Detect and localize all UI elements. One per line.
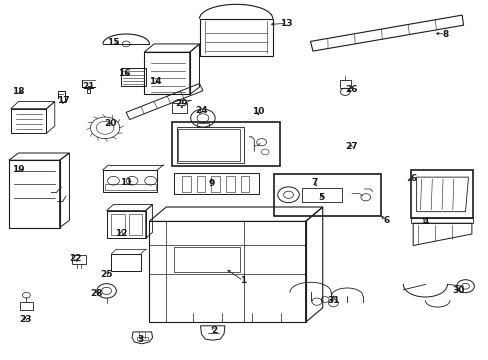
Text: 19: 19 bbox=[12, 165, 25, 174]
Text: 18: 18 bbox=[12, 87, 25, 96]
Text: 12: 12 bbox=[115, 230, 127, 239]
Text: 1: 1 bbox=[240, 276, 246, 285]
Text: 17: 17 bbox=[57, 95, 70, 104]
Text: 5: 5 bbox=[318, 193, 324, 202]
Text: 6: 6 bbox=[409, 174, 415, 183]
Text: 24: 24 bbox=[195, 107, 207, 115]
Text: 25: 25 bbox=[100, 270, 113, 279]
Text: 26: 26 bbox=[344, 85, 357, 94]
Text: 7: 7 bbox=[310, 178, 317, 187]
Text: 4: 4 bbox=[421, 217, 428, 226]
Text: 3: 3 bbox=[138, 335, 143, 343]
Text: 28: 28 bbox=[90, 289, 103, 298]
Text: 2: 2 bbox=[211, 326, 217, 335]
Text: 6: 6 bbox=[383, 216, 388, 225]
Text: 30: 30 bbox=[451, 287, 464, 295]
Text: 31: 31 bbox=[326, 296, 339, 305]
Text: 15: 15 bbox=[107, 38, 120, 47]
Text: 29: 29 bbox=[175, 99, 188, 108]
Text: 8: 8 bbox=[442, 30, 448, 39]
Text: 27: 27 bbox=[344, 143, 357, 152]
Text: 13: 13 bbox=[279, 19, 292, 28]
Text: 23: 23 bbox=[19, 315, 32, 324]
Text: 21: 21 bbox=[82, 82, 95, 91]
Text: 22: 22 bbox=[69, 254, 82, 263]
Text: 11: 11 bbox=[120, 178, 132, 187]
Text: 16: 16 bbox=[118, 69, 131, 78]
Text: 14: 14 bbox=[149, 77, 162, 85]
Text: 10: 10 bbox=[251, 107, 264, 116]
Text: 20: 20 bbox=[103, 118, 116, 127]
Text: 9: 9 bbox=[207, 179, 214, 188]
